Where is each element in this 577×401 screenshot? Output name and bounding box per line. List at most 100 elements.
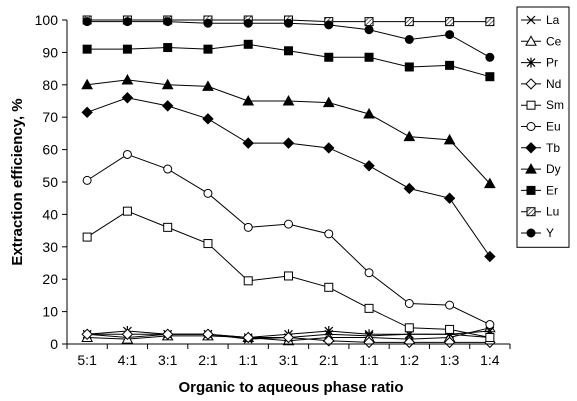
data-point-lu bbox=[404, 17, 414, 27]
data-point-nd bbox=[161, 328, 174, 340]
data-point-tb bbox=[81, 106, 93, 119]
y-tick-label: 40 bbox=[42, 206, 58, 222]
data-point-eu bbox=[324, 229, 334, 239]
data-point-y bbox=[445, 30, 455, 40]
legend-marker-ce bbox=[525, 35, 537, 46]
data-point-tb bbox=[242, 137, 254, 149]
y-tick-label: 60 bbox=[42, 142, 58, 158]
data-point-pr bbox=[324, 326, 334, 337]
data-point-lu bbox=[445, 17, 455, 27]
data-point-y bbox=[203, 18, 213, 28]
data-point-sm bbox=[203, 239, 213, 249]
data-point-lu bbox=[364, 17, 374, 27]
data-point-y bbox=[485, 52, 495, 62]
data-point-nd bbox=[81, 328, 93, 340]
legend-marker-dy bbox=[525, 163, 537, 174]
data-point-er bbox=[82, 44, 92, 54]
y-tick-label: 20 bbox=[42, 271, 58, 287]
data-point-er bbox=[485, 72, 495, 82]
data-point-sm bbox=[122, 206, 132, 216]
data-point-tb bbox=[484, 250, 496, 263]
data-point-er bbox=[163, 43, 173, 53]
data-point-y bbox=[163, 17, 173, 27]
data-point-eu bbox=[284, 219, 293, 229]
data-point-tb bbox=[323, 142, 335, 154]
legend-label-y: Y bbox=[546, 226, 554, 240]
data-point-sm bbox=[284, 271, 293, 281]
data-point-er bbox=[122, 44, 132, 54]
data-point-y bbox=[324, 20, 334, 30]
x-tick-label: 2:1 bbox=[319, 352, 339, 368]
legend-marker-er bbox=[526, 185, 536, 195]
data-point-nd bbox=[282, 331, 295, 344]
data-point-dy bbox=[161, 78, 174, 90]
legend-box bbox=[516, 6, 570, 248]
legend-marker-eu bbox=[526, 122, 536, 131]
y-tick-label: 0 bbox=[50, 336, 58, 352]
data-point-eu bbox=[163, 164, 173, 174]
y-tick-label: 10 bbox=[42, 304, 58, 320]
data-point-eu bbox=[445, 300, 455, 310]
data-point-nd bbox=[121, 328, 134, 340]
legend-marker-lu bbox=[526, 207, 536, 217]
data-point-tb bbox=[443, 192, 456, 204]
data-point-er bbox=[364, 52, 374, 62]
data-point-sm bbox=[324, 282, 334, 292]
data-point-dy bbox=[403, 130, 416, 142]
x-tick-label: 2:1 bbox=[198, 352, 218, 368]
data-point-nd bbox=[242, 331, 254, 344]
data-point-dy bbox=[322, 96, 335, 108]
legend: La Ce Pr Nd Sm Eu Tb Dy Er Lu Y bbox=[516, 6, 570, 248]
legend-marker-pr bbox=[526, 57, 536, 68]
legend-marker-y bbox=[526, 228, 536, 238]
legend-label-er: Er bbox=[546, 183, 558, 197]
legend-marker-nd bbox=[525, 78, 537, 90]
data-point-y bbox=[122, 17, 132, 27]
y-tick-label: 90 bbox=[42, 44, 58, 60]
data-point-nd bbox=[443, 336, 456, 349]
data-point-dy bbox=[282, 94, 295, 106]
data-point-y bbox=[404, 34, 414, 44]
data-point-sm bbox=[445, 324, 455, 334]
data-point-er bbox=[243, 39, 253, 49]
x-tick-label: 1:3 bbox=[440, 352, 460, 368]
data-point-sm bbox=[163, 222, 173, 232]
data-point-tb bbox=[403, 182, 416, 195]
data-point-dy bbox=[202, 80, 214, 91]
legend-label-dy: Dy bbox=[546, 162, 561, 176]
legend-marker-tb bbox=[525, 142, 537, 154]
data-point-tb bbox=[363, 160, 375, 172]
data-point-lu bbox=[485, 17, 495, 27]
y-tick-label: 70 bbox=[42, 109, 58, 125]
data-point-eu bbox=[82, 175, 92, 185]
data-point-eu bbox=[485, 320, 495, 330]
legend-marker-sm bbox=[526, 100, 536, 110]
x-tick-label: 3:1 bbox=[279, 352, 299, 368]
x-tick-label: 4:1 bbox=[118, 352, 138, 368]
y-tick-label: 30 bbox=[42, 239, 58, 255]
data-point-sm bbox=[243, 276, 253, 286]
y-axis-title: Extraction efficiency, % bbox=[9, 98, 26, 265]
data-point-eu bbox=[404, 299, 414, 308]
data-point-y bbox=[243, 18, 253, 28]
y-tick-label: 50 bbox=[42, 174, 58, 190]
data-point-y bbox=[364, 25, 374, 35]
data-point-dy bbox=[242, 94, 255, 106]
legend-label-sm: Sm bbox=[546, 98, 564, 112]
legend-label-lu: Lu bbox=[546, 205, 559, 219]
x-tick-label: 1:1 bbox=[359, 352, 379, 368]
data-point-tb bbox=[161, 100, 174, 112]
x-tick-label: 3:1 bbox=[158, 352, 178, 368]
data-point-er bbox=[203, 44, 213, 54]
legend-label-ce: Ce bbox=[546, 34, 562, 48]
data-point-dy bbox=[363, 107, 375, 119]
y-tick-label: 100 bbox=[35, 12, 59, 28]
legend-label-la: La bbox=[546, 13, 560, 27]
data-point-sm bbox=[485, 333, 495, 343]
data-point-y bbox=[284, 18, 293, 28]
x-tick-label: 5:1 bbox=[77, 352, 97, 368]
data-point-nd bbox=[403, 336, 416, 349]
data-point-er bbox=[404, 62, 414, 72]
legend-label-eu: Eu bbox=[546, 120, 561, 134]
